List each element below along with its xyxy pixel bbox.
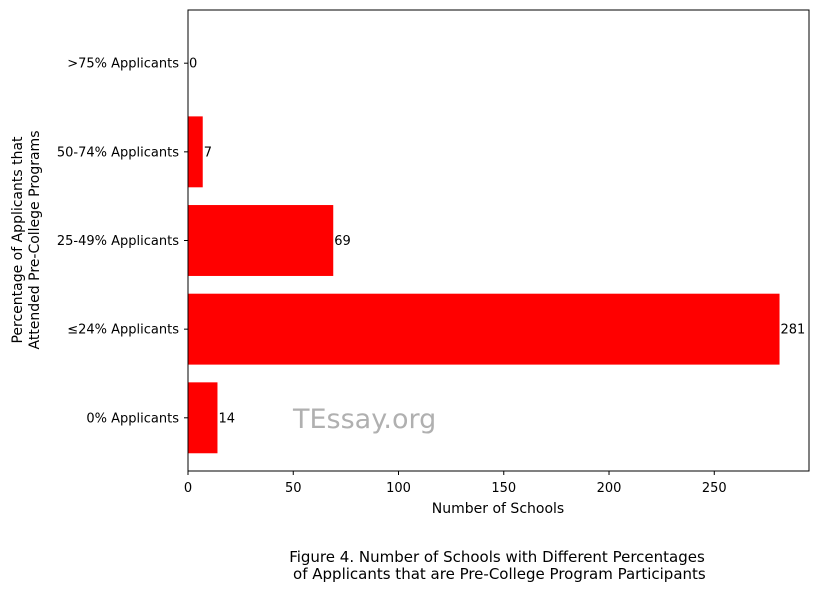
- data-label: 0: [189, 57, 197, 72]
- figure-caption: Figure 4. Number of Schools with Differe…: [289, 548, 705, 566]
- x-axis: 0 50 100 150 200 250: [184, 471, 727, 496]
- y-axis: 0% Applicants ≤24% Applicants 25-49% Appli…: [57, 57, 188, 426]
- y-tick-label: 0% Applicants: [86, 411, 179, 426]
- bar: [188, 205, 334, 276]
- x-tick-label: 150: [491, 481, 516, 496]
- y-axis-title-line2: Attended Pre-College Programs: [27, 131, 43, 350]
- data-label: 69: [334, 234, 351, 249]
- bar: [188, 382, 218, 454]
- y-tick-label: 50-74% Applicants: [57, 145, 179, 160]
- y-tick-label: ≤24% Applicants: [67, 323, 179, 338]
- x-axis-title: Number of Schools: [432, 501, 564, 517]
- data-label: 7: [204, 145, 212, 160]
- y-tick-label: 25-49% Applicants: [57, 234, 179, 249]
- y-tick-label: >75% Applicants: [67, 57, 179, 72]
- data-label: 281: [781, 323, 806, 338]
- bars: [188, 116, 780, 454]
- x-tick-label: 50: [285, 481, 302, 496]
- data-label: 14: [218, 411, 235, 426]
- figure-caption-line2: of Applicants that are Pre-College Progr…: [288, 565, 706, 583]
- watermark: TEssay.org: [292, 404, 436, 435]
- x-tick-label: 0: [184, 481, 192, 496]
- x-tick-label: 250: [702, 481, 727, 496]
- bar: [188, 116, 203, 188]
- x-tick-label: 100: [386, 481, 411, 496]
- data-labels: 14 281 69 7 0: [189, 57, 805, 427]
- y-axis-title: Percentage of Applicants that: [10, 136, 26, 344]
- bar: [188, 293, 780, 365]
- x-tick-label: 200: [597, 481, 622, 496]
